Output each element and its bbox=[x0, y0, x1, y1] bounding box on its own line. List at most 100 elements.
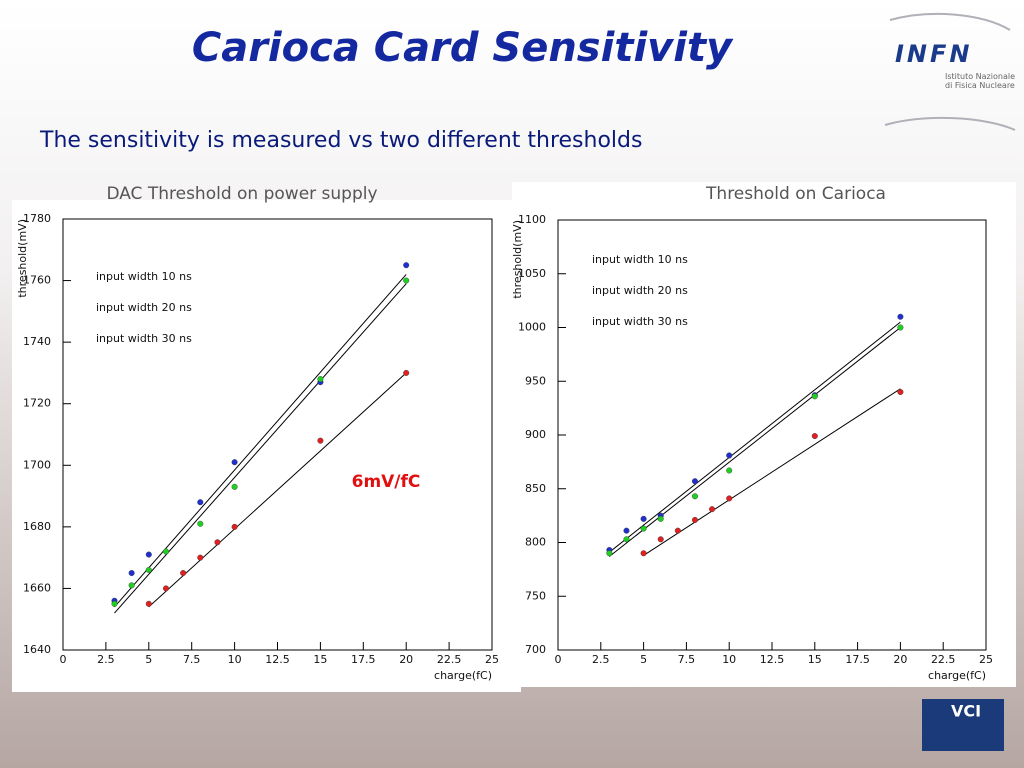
data-point bbox=[128, 582, 135, 589]
data-point bbox=[317, 437, 324, 444]
x-tick-label: 22.5 bbox=[931, 653, 956, 666]
y-tick-label: 1660 bbox=[23, 581, 51, 594]
x-tick-label: 17.5 bbox=[845, 653, 870, 666]
y-tick-label: 800 bbox=[525, 536, 546, 549]
x-tick-label: 12.5 bbox=[760, 653, 785, 666]
data-point bbox=[403, 262, 410, 269]
data-point bbox=[623, 527, 630, 534]
data-point bbox=[162, 548, 169, 555]
legend-entry: input width 20 ns bbox=[96, 301, 192, 314]
x-tick-label: 12.5 bbox=[265, 653, 290, 666]
x-axis-label: charge(fC) bbox=[434, 669, 492, 682]
slide-title: Carioca Card Sensitivity bbox=[192, 25, 734, 71]
x-tick-label: 25 bbox=[485, 653, 499, 666]
data-point bbox=[897, 313, 904, 320]
data-point bbox=[214, 539, 221, 546]
data-point bbox=[231, 459, 238, 466]
fit-line bbox=[609, 321, 901, 553]
x-tick-label: 5 bbox=[145, 653, 152, 666]
chart-title: Threshold on Carioca bbox=[705, 184, 886, 204]
data-point bbox=[897, 324, 904, 331]
annotation: 6mV/fC bbox=[352, 472, 421, 492]
data-point bbox=[403, 369, 410, 376]
data-point bbox=[811, 433, 818, 440]
x-tick-label: 10 bbox=[722, 653, 736, 666]
x-tick-label: 15 bbox=[808, 653, 822, 666]
x-tick-label: 7.5 bbox=[183, 653, 201, 666]
x-tick-label: 20 bbox=[399, 653, 413, 666]
data-point bbox=[691, 516, 698, 523]
data-point bbox=[231, 483, 238, 490]
slide-subtitle: The sensitivity is measured vs two diffe… bbox=[39, 128, 642, 153]
x-tick-label: 0 bbox=[555, 653, 562, 666]
vci-text: VCI bbox=[951, 702, 981, 721]
data-point bbox=[317, 376, 324, 383]
y-axis-label: threshold(mV) bbox=[511, 220, 524, 299]
data-point bbox=[403, 277, 410, 284]
y-tick-label: 1720 bbox=[23, 397, 51, 410]
y-tick-label: 950 bbox=[525, 374, 546, 387]
x-axis-label: charge(fC) bbox=[928, 669, 986, 682]
data-point bbox=[162, 585, 169, 592]
data-point bbox=[691, 478, 698, 485]
y-tick-label: 1680 bbox=[23, 520, 51, 533]
data-point bbox=[709, 506, 716, 513]
logo-arc bbox=[884, 116, 1016, 131]
y-tick-label: 700 bbox=[525, 643, 546, 656]
legend-entry: input width 10 ns bbox=[96, 270, 192, 283]
data-point bbox=[623, 536, 630, 543]
infn-caption-box: Istituto Nazionale di Fisica Nucleare bbox=[945, 72, 1015, 90]
data-point bbox=[640, 515, 647, 522]
legend-entry: input width 20 ns bbox=[592, 284, 688, 297]
data-point bbox=[640, 550, 647, 557]
infn-caption: Istituto Nazionale di Fisica Nucleare bbox=[945, 72, 1015, 90]
data-point bbox=[197, 520, 204, 527]
data-point bbox=[145, 600, 152, 607]
data-point bbox=[726, 452, 733, 459]
fit-line bbox=[148, 372, 407, 608]
y-tick-label: 1100 bbox=[518, 213, 546, 226]
y-tick-label: 750 bbox=[525, 589, 546, 602]
y-tick-label: 1640 bbox=[23, 643, 51, 656]
x-tick-label: 17.5 bbox=[351, 653, 376, 666]
fit-line bbox=[643, 388, 901, 556]
x-tick-label: 22.5 bbox=[437, 653, 462, 666]
y-tick-label: 1050 bbox=[518, 267, 546, 280]
data-point bbox=[145, 551, 152, 558]
data-point bbox=[897, 389, 904, 396]
y-tick-label: 1000 bbox=[518, 321, 546, 334]
data-point bbox=[145, 566, 152, 573]
fit-line bbox=[114, 283, 407, 614]
legend-entry: input width 30 ns bbox=[96, 332, 192, 345]
vci-logo: VCI bbox=[922, 699, 1004, 751]
chart-panel bbox=[12, 200, 521, 692]
legend-entry: input width 10 ns bbox=[592, 253, 688, 266]
data-point bbox=[128, 570, 135, 577]
chart-title: DAC Threshold on power supply bbox=[106, 184, 377, 204]
x-tick-label: 10 bbox=[228, 653, 242, 666]
data-point bbox=[197, 499, 204, 506]
data-point bbox=[674, 527, 681, 534]
data-point bbox=[640, 525, 647, 532]
y-tick-label: 850 bbox=[525, 482, 546, 495]
y-axis-label: threshold(mV) bbox=[16, 219, 29, 298]
data-point bbox=[197, 554, 204, 561]
data-point bbox=[657, 536, 664, 543]
data-point bbox=[111, 600, 118, 607]
y-tick-label: 1780 bbox=[23, 212, 51, 225]
data-point bbox=[691, 493, 698, 500]
data-point bbox=[180, 570, 187, 577]
x-tick-label: 2.5 bbox=[592, 653, 610, 666]
data-point bbox=[726, 495, 733, 502]
x-tick-label: 20 bbox=[893, 653, 907, 666]
y-tick-label: 900 bbox=[525, 428, 546, 441]
vci-box bbox=[922, 699, 1004, 751]
legend-entry: input width 30 ns bbox=[592, 315, 688, 328]
data-point bbox=[606, 550, 613, 557]
data-point bbox=[811, 393, 818, 400]
y-tick-label: 1760 bbox=[23, 274, 51, 287]
x-tick-label: 5 bbox=[640, 653, 647, 666]
data-point bbox=[657, 515, 664, 522]
x-tick-label: 0 bbox=[60, 653, 67, 666]
